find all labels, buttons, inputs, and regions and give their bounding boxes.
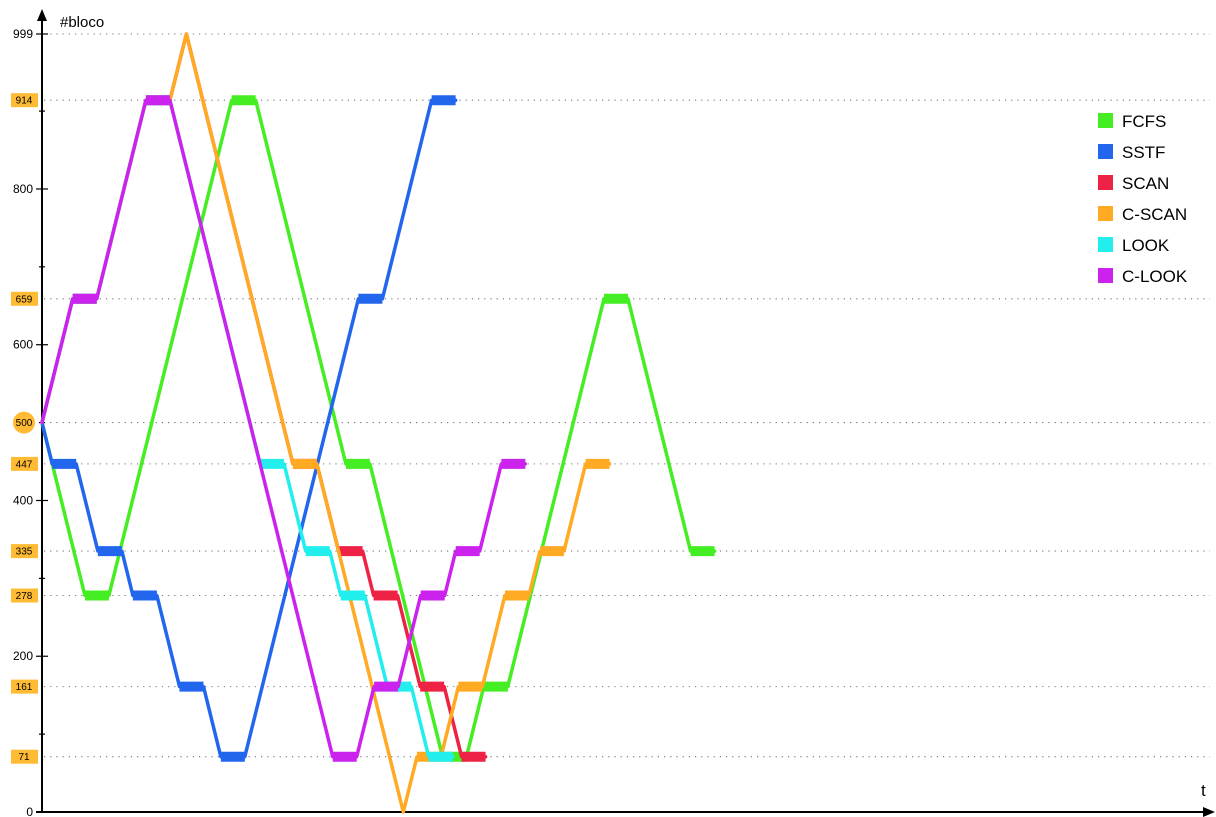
series-sstf xyxy=(40,95,458,762)
legend: FCFS SSTF SCAN C-SCAN LOOK C-LOOK xyxy=(1098,112,1188,286)
highlight-box xyxy=(11,456,38,471)
legend-swatch xyxy=(1098,175,1113,190)
highlight-box xyxy=(11,749,38,764)
start-marker xyxy=(13,411,35,434)
legend-label: LOOK xyxy=(1122,236,1170,255)
legend-swatch xyxy=(1098,268,1113,283)
highlight-box xyxy=(11,291,38,306)
legend-swatch xyxy=(1098,113,1113,128)
highlight-label: 447 xyxy=(16,459,33,470)
grid-lines xyxy=(44,33,1210,758)
highlight-box xyxy=(11,679,38,694)
y-axis-label: #bloco xyxy=(60,14,104,31)
highlight-box xyxy=(11,93,38,108)
y-tick-label: 0 xyxy=(26,805,33,817)
highlight-label: 659 xyxy=(16,294,33,305)
y-tick-label: 999 xyxy=(13,27,33,41)
y-ticks: 0 200 400 600 800 999 xyxy=(13,27,48,817)
y-tick-label: 400 xyxy=(13,493,33,507)
highlight-label: 278 xyxy=(16,591,33,602)
series-line-scan xyxy=(40,32,488,759)
legend-label: SCAN xyxy=(1122,174,1169,193)
x-axis-arrow xyxy=(1203,807,1215,817)
series-fcfs xyxy=(40,95,717,762)
legend-swatch xyxy=(1098,144,1113,159)
legend-label: C-LOOK xyxy=(1122,267,1188,286)
series-line-look xyxy=(40,98,455,759)
highlight-box xyxy=(11,544,38,559)
axes: #bloco t xyxy=(36,9,1215,817)
legend-swatch xyxy=(1098,206,1113,221)
y-tick-label: 600 xyxy=(13,338,33,352)
highlight-label: 335 xyxy=(16,547,33,558)
legend-swatch xyxy=(1098,237,1113,252)
highlight-box xyxy=(11,588,38,603)
series-look xyxy=(40,95,455,762)
y-tick-label: 200 xyxy=(13,649,33,663)
x-axis-label: t xyxy=(1201,781,1206,800)
highlight-label: 161 xyxy=(16,682,33,693)
highlight-label: 914 xyxy=(16,96,33,107)
series-c-look xyxy=(40,95,528,762)
highlight-labels: 914 659 500 447 335 278 161 71 xyxy=(11,93,38,764)
highlight-label: 71 xyxy=(18,752,30,763)
series-line-sstf xyxy=(40,98,458,759)
legend-label: FCFS xyxy=(1122,112,1166,131)
series-line-fcfs xyxy=(40,98,717,759)
legend-label: SSTF xyxy=(1122,143,1165,162)
highlight-label: 500 xyxy=(16,418,33,429)
y-axis-arrow xyxy=(37,9,47,21)
legend-label: C-SCAN xyxy=(1122,205,1187,224)
series-scan xyxy=(40,32,488,762)
y-tick-label: 800 xyxy=(13,182,33,196)
series xyxy=(40,32,717,814)
